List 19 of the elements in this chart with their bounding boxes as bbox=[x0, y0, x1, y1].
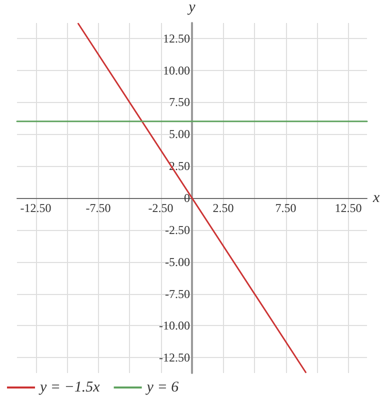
y-tick-label: -5.00 bbox=[165, 254, 190, 269]
legend-label: y = −1.5x bbox=[38, 380, 100, 396]
y-tick-label: -2.50 bbox=[165, 222, 190, 237]
y-tick-label: -7.50 bbox=[165, 286, 190, 301]
legend-label: y = 6 bbox=[144, 380, 180, 396]
x-tick-label: 7.50 bbox=[275, 201, 296, 215]
x-tick-label: -2.50 bbox=[148, 201, 174, 215]
x-tick-label: 12.50 bbox=[334, 201, 362, 215]
y-tick-label: 12.50 bbox=[163, 31, 190, 46]
y-tick-label: -12.50 bbox=[159, 350, 190, 365]
y-tick-label: 5.00 bbox=[169, 127, 190, 142]
y-tick-label: 10.00 bbox=[163, 63, 190, 78]
y-axis-title: y bbox=[186, 0, 196, 16]
y-tick-label: -10.00 bbox=[159, 318, 190, 333]
x-axis-title: x bbox=[372, 190, 380, 206]
x-tick-label: -12.50 bbox=[20, 201, 52, 215]
y-tick-label: 7.50 bbox=[169, 95, 190, 110]
x-tick-label: 2.50 bbox=[212, 201, 234, 215]
x-tick-label: -7.50 bbox=[86, 201, 111, 215]
